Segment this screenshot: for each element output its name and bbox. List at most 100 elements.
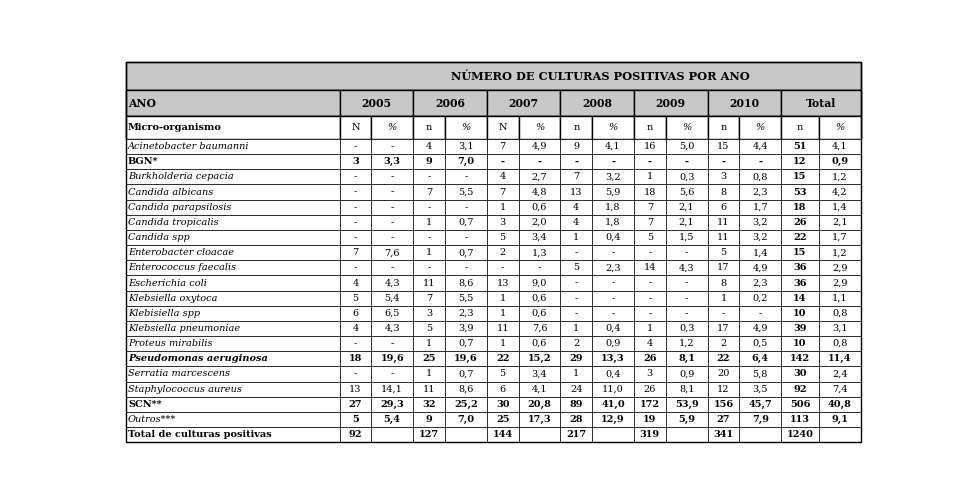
Text: 3,4: 3,4 (532, 233, 547, 242)
Text: 7,0: 7,0 (457, 415, 474, 424)
Bar (634, 200, 666, 215)
Bar (781, 306, 819, 321)
Bar (708, 169, 740, 185)
Bar (413, 154, 445, 169)
Text: -: - (759, 157, 763, 166)
Text: 11: 11 (422, 278, 435, 287)
Text: 25,2: 25,2 (454, 400, 478, 409)
Text: -: - (575, 309, 578, 318)
Text: Candida parapsilosis: Candida parapsilosis (128, 203, 231, 212)
Text: 8: 8 (720, 188, 726, 197)
Bar (487, 169, 518, 185)
Text: 4: 4 (573, 218, 580, 227)
Bar (781, 116, 819, 139)
Bar (445, 169, 487, 185)
Text: 4,2: 4,2 (832, 188, 848, 197)
Bar (666, 200, 708, 215)
Bar (592, 321, 634, 336)
Bar (339, 412, 372, 427)
Bar (781, 351, 819, 366)
Text: -: - (501, 263, 504, 272)
Text: 5,4: 5,4 (384, 415, 400, 424)
Bar (666, 154, 708, 169)
Text: -: - (685, 294, 688, 303)
Bar (634, 412, 666, 427)
Bar (819, 336, 860, 351)
Bar (125, 412, 339, 427)
Text: 1: 1 (573, 233, 580, 242)
Text: NÚMERO DE CULTURAS POSITIVAS POR ANO: NÚMERO DE CULTURAS POSITIVAS POR ANO (451, 70, 749, 81)
Bar (413, 260, 445, 275)
Text: 6,4: 6,4 (752, 354, 768, 363)
Bar (413, 427, 445, 442)
Text: 2,3: 2,3 (752, 278, 768, 287)
Text: SCN**: SCN** (128, 400, 162, 409)
Bar (708, 245, 740, 260)
Text: 0,7: 0,7 (458, 248, 473, 257)
Text: 2010: 2010 (729, 98, 760, 109)
Bar (413, 275, 445, 290)
Bar (781, 154, 819, 169)
Bar (819, 275, 860, 290)
Text: 1: 1 (499, 203, 506, 212)
Bar (518, 366, 560, 382)
Text: 20: 20 (718, 369, 730, 378)
Bar (339, 200, 372, 215)
Text: 11: 11 (718, 233, 730, 242)
Bar (413, 290, 445, 306)
Text: -: - (391, 188, 394, 197)
Bar (372, 215, 413, 230)
Bar (372, 366, 413, 382)
Bar (781, 169, 819, 185)
Bar (634, 336, 666, 351)
Bar (592, 200, 634, 215)
Text: 2,7: 2,7 (532, 173, 547, 182)
Text: 53: 53 (793, 188, 807, 197)
Text: 5: 5 (573, 263, 580, 272)
Text: 20,8: 20,8 (528, 400, 552, 409)
Text: -: - (611, 309, 615, 318)
Bar (634, 306, 666, 321)
Bar (560, 366, 592, 382)
Text: 92: 92 (349, 430, 362, 439)
Bar (708, 90, 781, 116)
Text: 1: 1 (499, 294, 506, 303)
Text: 0,8: 0,8 (833, 339, 848, 348)
Bar (781, 397, 819, 412)
Bar (819, 366, 860, 382)
Bar (339, 321, 372, 336)
Bar (339, 306, 372, 321)
Bar (339, 185, 372, 200)
Bar (372, 200, 413, 215)
Text: 144: 144 (492, 430, 513, 439)
Bar (666, 139, 708, 154)
Text: 1: 1 (426, 369, 432, 378)
Text: 17: 17 (718, 263, 730, 272)
Bar (819, 427, 860, 442)
Text: 19,6: 19,6 (380, 354, 404, 363)
Text: n: n (573, 123, 580, 132)
Text: 4,1: 4,1 (532, 385, 547, 394)
Bar (339, 366, 372, 382)
Text: 8,1: 8,1 (678, 354, 696, 363)
Bar (413, 90, 487, 116)
Bar (592, 366, 634, 382)
Bar (339, 290, 372, 306)
Bar (634, 185, 666, 200)
Bar (666, 290, 708, 306)
Text: %: % (461, 123, 470, 132)
Text: -: - (649, 278, 651, 287)
Bar (740, 200, 781, 215)
Bar (413, 412, 445, 427)
Bar (125, 306, 339, 321)
Text: n: n (647, 123, 653, 132)
Text: 0,7: 0,7 (458, 339, 473, 348)
Text: 3,3: 3,3 (384, 157, 400, 166)
Bar (666, 185, 708, 200)
Text: 7,0: 7,0 (457, 157, 474, 166)
Text: -: - (649, 309, 651, 318)
Bar (781, 185, 819, 200)
Text: 7: 7 (426, 294, 432, 303)
Text: -: - (427, 263, 431, 272)
Text: Escherichia coli: Escherichia coli (128, 278, 207, 287)
